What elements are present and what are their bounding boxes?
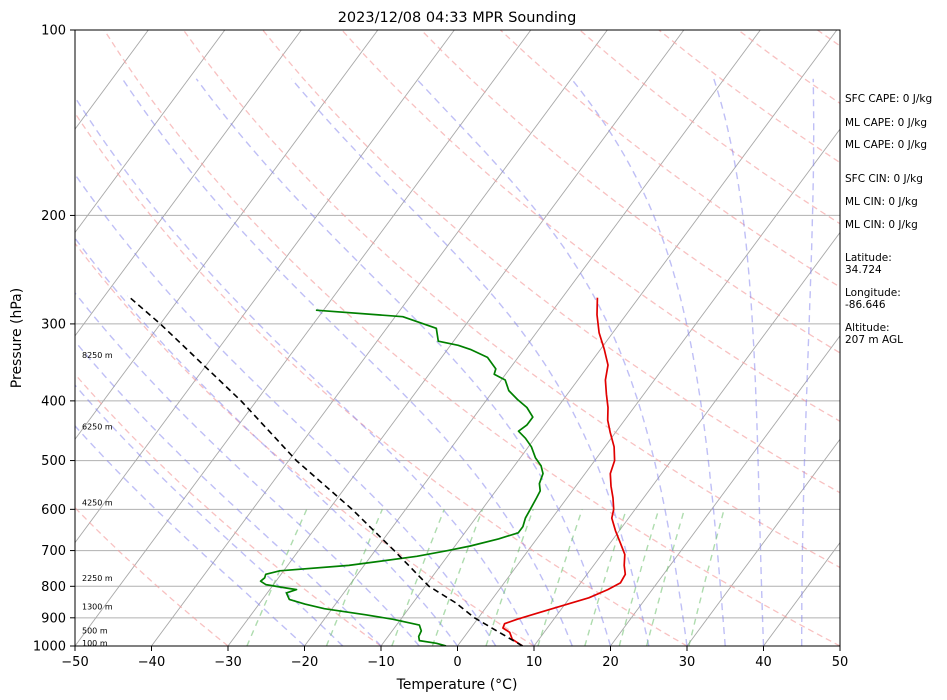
mixing-ratio-line xyxy=(618,509,660,646)
y-tick-label: 800 xyxy=(41,580,66,595)
profile-lines xyxy=(127,295,627,646)
info-line-5: ML CIN: 0 J/kg xyxy=(845,196,918,208)
isotherm-line xyxy=(227,30,685,646)
y-tick-label: 500 xyxy=(41,454,66,469)
dry-adiabat-line xyxy=(75,373,382,646)
y-axis-label: Pressure (hPa) xyxy=(9,288,25,388)
moist-adiabat-line xyxy=(75,384,344,646)
y-tick-label: 100 xyxy=(41,24,66,39)
isotherm-line xyxy=(75,30,455,544)
isotherm-line xyxy=(75,30,379,440)
dewpoint-profile-line xyxy=(259,309,544,646)
info-line-7: Latitude: xyxy=(845,252,892,264)
x-tick-label: 10 xyxy=(526,655,543,670)
info-line-9: Longitude: xyxy=(845,287,901,299)
info-line-11: Altitude: xyxy=(845,322,890,334)
x-tick-label: 0 xyxy=(453,655,461,670)
isotherm-line xyxy=(533,231,840,646)
isotherm-line xyxy=(151,30,608,646)
dry-adiabat-line xyxy=(103,30,840,646)
isotherm-line xyxy=(610,335,840,646)
sounding-parameters: SFC CAPE: 0 J/kg ML CAPE: 0 J/kg ML CAPE… xyxy=(845,93,932,346)
info-line-12: 207 m AGL xyxy=(845,334,903,346)
x-tick-label: −10 xyxy=(367,655,394,670)
y-tick-label: 300 xyxy=(41,317,66,332)
mixing-ratio-line xyxy=(688,509,725,646)
y-tick-label: 900 xyxy=(41,611,66,626)
info-line-3: ML CAPE: 0 J/kg xyxy=(845,139,927,151)
mixing-ratio-line xyxy=(431,509,484,646)
height-label: 2250 m xyxy=(82,574,113,583)
isotherm-line xyxy=(686,438,840,646)
x-axis-label: Temperature (°C) xyxy=(396,677,518,693)
moist-adiabat-line xyxy=(713,78,765,646)
isotherm-line xyxy=(75,30,226,234)
isotherm-line xyxy=(75,30,532,646)
dry-adiabat-line xyxy=(75,242,535,646)
x-tick-label: 40 xyxy=(755,655,772,670)
y-tick-label: 700 xyxy=(41,544,66,559)
chart-title: 2023/12/08 04:33 MPR Sounding xyxy=(338,10,577,26)
mixing-ratio-line xyxy=(537,509,583,646)
dry-adiabat-line xyxy=(262,30,840,494)
x-tick-label: −40 xyxy=(138,655,165,670)
moist-adiabat-line xyxy=(415,78,688,646)
height-label: 100 m xyxy=(82,639,108,648)
height-label: 1300 m xyxy=(82,603,113,612)
y-tick-label: 1000 xyxy=(33,640,66,655)
height-labels: 100 m 500 m 1300 m 2250 m 4250 m 6250 m 8250 m xyxy=(82,351,113,648)
moist-adiabat-line xyxy=(121,78,573,646)
mixing-ratio-line xyxy=(485,509,534,646)
info-line-8: 34.724 xyxy=(845,264,882,276)
x-tick-label: 50 xyxy=(832,655,849,670)
info-line-2: ML CAPE: 0 J/kg xyxy=(845,117,927,129)
x-tick-label: −50 xyxy=(61,655,88,670)
dry-adiabat-line xyxy=(182,30,840,569)
moist-adiabat-line xyxy=(195,78,612,646)
dry-adiabat-line xyxy=(75,111,688,646)
isotherm-line xyxy=(75,30,302,337)
background-lines xyxy=(75,30,840,646)
moist-adiabat-line xyxy=(570,78,726,646)
isotherm-line xyxy=(763,541,840,646)
mixing-ratio-line xyxy=(645,509,686,646)
info-line-4: SFC CIN: 0 J/kg xyxy=(845,173,923,185)
axis-ticks: −50 −40 −30 −20 −10 0 10 20 30 40 50 1000 900 800 700 6… xyxy=(33,24,848,671)
height-label: 6250 m xyxy=(82,422,113,431)
isotherm-line xyxy=(380,30,838,646)
x-tick-label: −30 xyxy=(214,655,241,670)
moist-adiabat-line xyxy=(75,173,497,646)
info-line-10: -86.646 xyxy=(845,299,886,311)
info-line-6: ML CIN: 0 J/kg xyxy=(845,219,918,231)
moist-adiabat-line xyxy=(75,96,535,646)
height-label: 4250 m xyxy=(82,499,113,508)
dry-adiabat-line xyxy=(420,30,840,354)
isotherm-line xyxy=(304,30,761,646)
x-tick-label: −20 xyxy=(291,655,318,670)
y-tick-label: 600 xyxy=(41,503,66,518)
moist-adiabat-line xyxy=(290,78,650,646)
moist-adiabat-line xyxy=(75,237,459,646)
x-tick-label: 20 xyxy=(602,655,619,670)
info-line-1: SFC CAPE: 0 J/kg xyxy=(845,93,932,105)
isotherm-line xyxy=(457,128,840,646)
moist-adiabat-line xyxy=(75,424,305,646)
y-tick-label: 200 xyxy=(41,209,66,224)
height-label: 8250 m xyxy=(82,351,113,360)
moist-adiabat-line xyxy=(75,291,420,646)
moist-adiabat-line xyxy=(801,78,815,646)
y-tick-label: 400 xyxy=(41,394,66,409)
temperature-profile-line xyxy=(502,297,627,646)
x-tick-label: 30 xyxy=(679,655,696,670)
parcel-path-line xyxy=(127,295,523,646)
height-label: 500 m xyxy=(82,627,108,636)
